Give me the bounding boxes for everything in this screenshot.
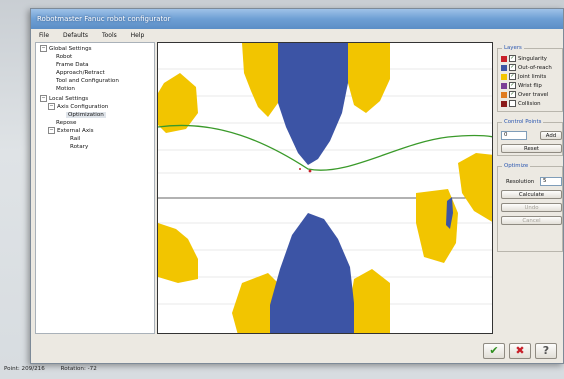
menu-bar: File Defaults Tools Help <box>31 29 563 42</box>
joint-limit-region <box>158 73 198 133</box>
collapse-icon[interactable]: − <box>48 127 55 134</box>
singularity-swatch <box>501 55 507 62</box>
resolution-input[interactable]: 5 <box>540 177 562 186</box>
out-of-reach-region <box>446 197 453 229</box>
tree-item-rotary[interactable]: Rotary <box>70 144 89 150</box>
layer-over-travel[interactable]: ✓ Over travel <box>501 91 548 99</box>
undo-button[interactable]: Undo <box>501 203 562 212</box>
menu-tools[interactable]: Tools <box>101 32 117 39</box>
control-points-title: Control Points <box>502 119 544 126</box>
out-of-reach-region <box>270 213 354 333</box>
tree-item-global-settings[interactable]: − Global Settings <box>40 45 92 52</box>
layer-wrist-flip[interactable]: ✓ Wrist flip <box>501 82 542 90</box>
configurator-window: Robotmaster Fanuc robot configurator Fil… <box>30 8 564 364</box>
wrist-flip-swatch <box>501 82 507 89</box>
right-panel: Layers ✓ Singularity ✓ Out-of-reach ✓ Joint… <box>495 42 564 334</box>
window-title: Robotmaster Fanuc robot configurator <box>31 9 563 29</box>
tree-item-robot[interactable]: Robot <box>56 54 73 60</box>
optimize-group: Optimize Resolution 5 Calculate Undo Can… <box>497 163 563 252</box>
out-of-reach-swatch <box>501 64 507 71</box>
trajectory-point <box>308 169 312 173</box>
layers-group: Layers ✓ Singularity ✓ Out-of-reach ✓ Joint… <box>497 45 563 112</box>
cancel-button[interactable]: ✖ <box>509 343 531 359</box>
joint-limit-region <box>458 153 492 222</box>
tree-item-repose[interactable]: Repose <box>56 120 77 126</box>
layers-title: Layers <box>502 45 524 52</box>
joint-limit-region <box>348 269 390 333</box>
tree-item-local-settings[interactable]: − Local Settings <box>40 95 89 102</box>
collapse-icon[interactable]: − <box>48 103 55 110</box>
checkbox-icon[interactable]: ✓ <box>509 91 516 98</box>
ok-button[interactable]: ✔ <box>483 343 505 359</box>
menu-help[interactable]: Help <box>130 32 145 39</box>
tree-item-frame-data[interactable]: Frame Data <box>56 62 89 68</box>
checkbox-icon[interactable]: ✓ <box>509 73 516 80</box>
tree-item-rail[interactable]: Rail <box>70 136 81 142</box>
checkbox-icon[interactable] <box>509 100 516 107</box>
tree-item-tool-configuration[interactable]: Tool and Configuration <box>56 78 119 84</box>
optimize-title: Optimize <box>502 163 531 170</box>
tree-item-axis-configuration[interactable]: − Axis Configuration <box>48 103 109 110</box>
help-button[interactable]: ? <box>535 343 557 359</box>
collapse-icon[interactable]: − <box>40 95 47 102</box>
add-button[interactable]: Add <box>540 131 562 140</box>
settings-tree: − Global Settings Robot Frame Data Approa… <box>35 42 155 334</box>
status-point: Point: 209/216 <box>4 366 45 372</box>
cancel-optimize-button[interactable]: Cancel <box>501 216 562 225</box>
checkbox-icon[interactable]: ✓ <box>509 64 516 71</box>
checkbox-icon[interactable]: ✓ <box>509 55 516 62</box>
calculate-button[interactable]: Calculate <box>501 190 562 199</box>
tree-item-approach-retract[interactable]: Approach/Retract <box>56 70 105 76</box>
joint-limit-region <box>242 43 278 117</box>
over-travel-swatch <box>501 91 507 98</box>
joint-limit-region <box>348 43 390 113</box>
joint-limits-swatch <box>501 73 507 80</box>
menu-defaults[interactable]: Defaults <box>62 32 89 39</box>
reset-button[interactable]: Reset <box>501 144 562 153</box>
collapse-icon[interactable]: − <box>40 45 47 52</box>
layer-joint-limits[interactable]: ✓ Joint limits <box>501 73 546 81</box>
control-point-spinner[interactable]: 0 <box>501 131 527 140</box>
layer-out-of-reach[interactable]: ✓ Out-of-reach <box>501 64 552 72</box>
tree-item-motion[interactable]: Motion <box>56 86 75 92</box>
resolution-label: Resolution <box>506 179 535 185</box>
status-rotation: Rotation: -72 <box>60 366 97 372</box>
layer-collision[interactable]: Collision <box>501 100 541 108</box>
status-bar: Point: 209/216 Rotation: -72 <box>0 364 564 379</box>
trajectory-point <box>299 168 301 170</box>
joint-limit-region <box>232 273 278 333</box>
configuration-map[interactable] <box>157 42 493 334</box>
dialog-buttons: ✔ ✖ ? <box>31 334 563 365</box>
layer-singularity[interactable]: ✓ Singularity <box>501 55 547 63</box>
tree-item-optimization[interactable]: Optimization <box>66 112 106 118</box>
out-of-reach-region <box>278 43 348 165</box>
tree-item-external-axis[interactable]: − External Axis <box>48 127 94 134</box>
checkbox-icon[interactable]: ✓ <box>509 82 516 89</box>
joint-limit-region <box>158 223 198 283</box>
collision-swatch <box>501 100 507 107</box>
control-points-group: Control Points 0 Add Reset <box>497 119 563 156</box>
menu-file[interactable]: File <box>39 32 50 39</box>
trajectory-curve <box>158 124 492 171</box>
configuration-map-graphic[interactable] <box>158 43 493 334</box>
